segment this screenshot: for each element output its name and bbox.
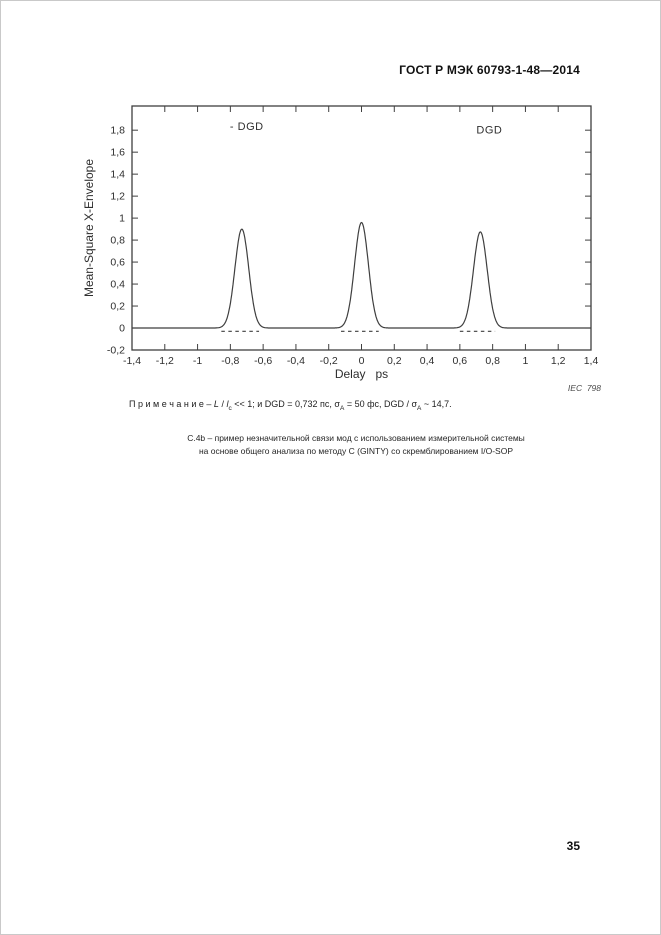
page-number: 35: [566, 839, 580, 853]
figure-c4b: -1,4 -1,2 -1 -0,8 -0,6 -0,4 -0,2 0 0,2 0,4 0,6 0,8 1…: [79, 94, 614, 406]
x-tick-label: 0,6: [453, 355, 468, 367]
peak-annotation: DGD: [476, 124, 502, 136]
figure-credit: IEC 798: [568, 383, 601, 393]
y-tick-label: 1,4: [110, 169, 125, 181]
y-tick-label: 1,2: [110, 191, 125, 203]
x-tick-label: 0,8: [485, 355, 500, 367]
x-tick-label: -1,4: [123, 355, 141, 367]
y-axis-title: Mean-Square X-Envelope: [82, 159, 96, 297]
x-tick-label: 0,4: [420, 355, 435, 367]
x-tick-label: -0,8: [221, 355, 239, 367]
y-tick-label: 0,2: [110, 301, 125, 313]
x-tick-label: 0: [359, 355, 365, 367]
x-tick-label: 1,4: [584, 355, 599, 367]
signal-curve: [132, 221, 591, 329]
peak-annotation: - DGD: [230, 121, 264, 133]
caption-line-2: на основе общего анализа по методу С (GI…: [198, 445, 514, 456]
x-tick-label: -0,4: [287, 355, 305, 367]
x-tick-label: -0,2: [320, 355, 338, 367]
x-tick-label: -1,2: [156, 355, 174, 367]
y-tick-label: 1: [119, 213, 125, 225]
x-tick-label: 1,2: [551, 355, 566, 367]
plot-frame: [131, 105, 592, 351]
y-tick-label: 1,6: [110, 147, 125, 159]
y-tick-label: 1,8: [110, 125, 125, 137]
caption-line-1: С.4b – пример незначительной связи мод с…: [187, 433, 525, 443]
x-tick-label: -1: [193, 355, 202, 367]
x-axis-title: Delay ps: [335, 367, 388, 381]
x-tick-label: 0,2: [387, 355, 402, 367]
y-tick-label: 0,4: [110, 279, 125, 291]
figure-caption: С.4b – пример незначительной связи мод с…: [96, 432, 616, 457]
standard-header: ГОСТ Р МЭК 60793-1-48—2014: [399, 63, 580, 77]
y-tick-label: 0,8: [110, 235, 125, 247]
y-tick-label: 0: [119, 323, 125, 335]
y-tick-label: 0,6: [110, 257, 125, 269]
pmd-interferogram-chart: -1,4 -1,2 -1 -0,8 -0,6 -0,4 -0,2 0 0,2 0,4 0,6 0,8 1…: [82, 105, 601, 393]
note-label: П р и м е ч а н и е: [129, 399, 204, 409]
variable-lc: l: [226, 399, 229, 409]
x-tick-label: 1: [523, 355, 529, 367]
y-tick-label: -0,2: [107, 345, 125, 357]
note-text: П р и м е ч а н и е – L / lc << 1; и DGD…: [129, 399, 452, 412]
x-tick-label: -0,6: [254, 355, 272, 367]
variable-L: L: [213, 399, 219, 409]
